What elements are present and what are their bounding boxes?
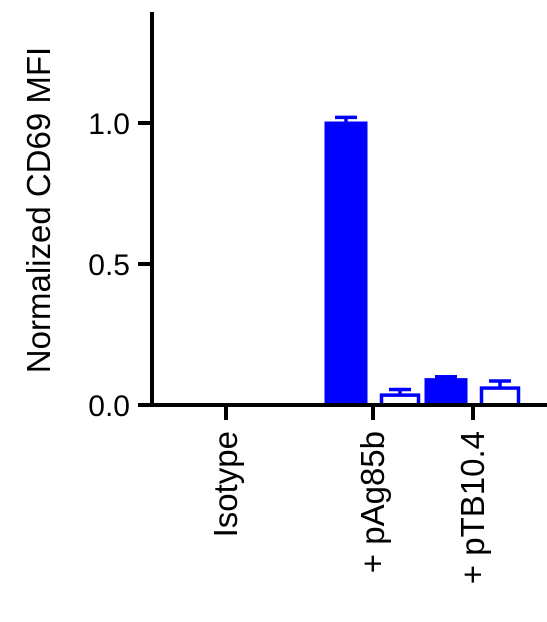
y-tick-label-2: 1.0 [88,108,130,141]
x-tick-label-0: Isotype [207,431,244,537]
bar-filled-1 [324,121,368,407]
y-axis-title: Normalized CD69 MFI [20,47,57,373]
axes-layer [138,12,547,420]
y-tick-label-1: 0.5 [88,249,130,282]
labels-layer: 0.0 0.5 1.0 Isotype + pAg85b + pTB10.4 Normali… [20,47,491,584]
x-tick-label-1: + pAg85b [354,431,391,573]
bar-open-2 [479,386,521,407]
x-tick-label-2: + pTB10.4 [454,431,491,584]
bar-filled-2 [424,378,468,407]
y-tick-label-0: 0.0 [88,390,130,423]
bars-layer [324,115,521,407]
